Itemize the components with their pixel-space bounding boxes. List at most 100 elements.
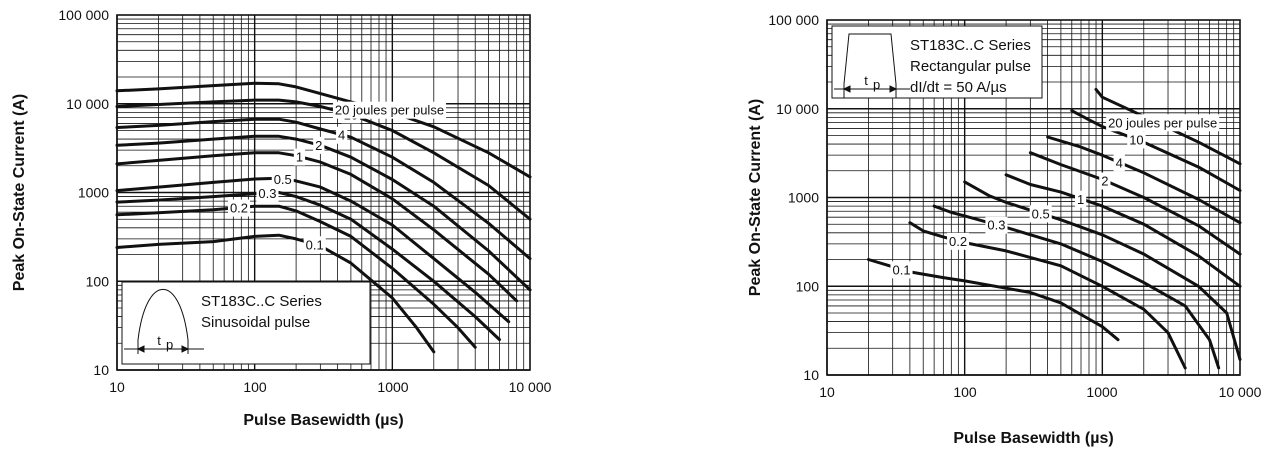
- x-tick-label: 10: [819, 384, 835, 400]
- series-line-4: [963, 180, 1242, 361]
- arrowhead-left-icon: [842, 85, 851, 93]
- series-line-8: [1070, 109, 1242, 192]
- series-line-6: [1028, 151, 1242, 256]
- y-tick-label: 1000: [788, 190, 819, 206]
- pulse-diagram-icon: [124, 288, 204, 354]
- x-axis-title: Pulse Basewidth (µs): [953, 430, 1113, 447]
- pulse-width-label: t: [864, 73, 868, 88]
- y-axis-title: Peak On-State Current (A): [747, 99, 764, 296]
- y-tick-label: 100: [86, 273, 110, 289]
- series-label-bg: [1074, 190, 1087, 208]
- series-line-3: [932, 204, 1221, 370]
- y-tick-label: 10 000: [776, 101, 819, 117]
- series-label-7: 4: [1116, 155, 1123, 170]
- pulse-width-subscript: p: [166, 337, 173, 352]
- series-label-5: 1: [1077, 192, 1084, 207]
- series-line-2: [115, 204, 477, 349]
- series-label-4: 0.5: [274, 172, 292, 187]
- series-label-2: 0.2: [230, 201, 248, 216]
- info-box-line-1: ST183C..C Series: [910, 37, 1031, 54]
- series-label-bg: [332, 101, 447, 119]
- series-line-3: [115, 191, 501, 342]
- y-tick-label: 10: [93, 362, 109, 378]
- chart-1: 0.1 0.2 0.30.5 12 4 10 20 joules per pulse 10 10…: [11, 7, 552, 429]
- pulse-shape: [137, 288, 189, 341]
- series-label-3: 0.3: [258, 186, 276, 201]
- info-box-frame: [121, 281, 371, 365]
- series-line-5: [1004, 173, 1242, 288]
- series-label-8: 10: [1129, 132, 1143, 147]
- series-label-6: 2: [315, 138, 322, 153]
- series-line-4: [115, 176, 511, 324]
- series-label-bg: [293, 148, 306, 166]
- arrowhead-right-icon: [889, 85, 898, 93]
- series-line-1: [866, 258, 1120, 342]
- y-tick-label: 1000: [78, 185, 109, 201]
- series-label-bg: [985, 216, 1008, 234]
- series-label-5: 1: [296, 150, 303, 165]
- series-line-8: [115, 98, 532, 221]
- series-label-bg: [1106, 114, 1220, 132]
- series-line-2: [908, 221, 1187, 370]
- series-label-bg: [336, 126, 348, 144]
- info-box-line-2: Rectangular pulse: [910, 58, 1031, 75]
- series-label-bg: [890, 261, 913, 279]
- series-label-1: 0.1: [892, 262, 910, 277]
- x-tick-label: 10 000: [1219, 384, 1262, 400]
- plot-frame: [826, 19, 1241, 376]
- series-label-bg: [1127, 131, 1146, 149]
- series-label-9: 20 joules per pulse: [335, 103, 444, 118]
- series-label-4: 0.5: [1032, 206, 1050, 221]
- y-tick-label: 100: [796, 278, 820, 294]
- series-label-bg: [303, 236, 326, 254]
- x-axis-title: Pulse Basewidth (µs): [243, 412, 403, 429]
- arrowhead-right-icon: [181, 345, 190, 353]
- info-box-line-3: dI/dt = 50 A/µs: [910, 79, 1007, 96]
- series-line-1: [115, 233, 436, 354]
- series-line-6: [115, 134, 532, 292]
- series-label-bg: [227, 199, 251, 217]
- series-label-6: 2: [1101, 174, 1108, 189]
- series-line-5: [115, 151, 519, 303]
- pulse-diagram-icon: [834, 33, 910, 98]
- series-line-7: [115, 117, 532, 261]
- y-tick-label: 100 000: [58, 7, 109, 23]
- series-label-bg: [947, 232, 970, 250]
- series-label-1: 0.1: [306, 237, 324, 252]
- series-group: [115, 81, 532, 354]
- series-label-7: 4: [338, 128, 345, 143]
- y-tick-label: 100 000: [768, 12, 819, 28]
- series-label-2: 0.2: [949, 234, 967, 249]
- series-label-bg: [271, 170, 294, 188]
- arrowhead-left-icon: [136, 345, 145, 353]
- pulse-width-subscript: p: [873, 77, 880, 92]
- x-tick-label: 100: [243, 379, 267, 395]
- info-box: t p ST183C..C Series Rectangular pulse dI/dt…: [831, 25, 1043, 99]
- series-group: [866, 87, 1242, 370]
- series-label-bg: [1113, 154, 1125, 172]
- series-label-bg: [313, 136, 325, 154]
- series-line-9: [115, 81, 532, 179]
- y-tick-label: 10: [803, 367, 819, 383]
- x-tick-label: 10: [109, 379, 125, 395]
- series-label-9: 20 joules per pulse: [1108, 115, 1217, 130]
- pulse-width-label: t: [157, 333, 161, 348]
- info-box-frame: [831, 25, 1043, 99]
- series-label-bg: [256, 185, 279, 203]
- y-axis-title: Peak On-State Current (A): [11, 94, 28, 291]
- x-tick-label: 1000: [1086, 384, 1117, 400]
- info-box-line-1: ST183C..C Series: [201, 293, 322, 310]
- x-tick-label: 100: [953, 384, 977, 400]
- info-box: t p ST183C..C Series Sinusoidal pulse: [121, 281, 371, 365]
- series-label-bg: [1099, 172, 1111, 190]
- plot-frame: [116, 14, 531, 371]
- series-label-3: 0.3: [987, 218, 1005, 233]
- pulse-shape: [843, 33, 897, 85]
- y-tick-label: 10 000: [66, 96, 109, 112]
- series-label-bg: [1029, 205, 1052, 223]
- info-box-line-2: Sinusoidal pulse: [201, 314, 310, 331]
- x-tick-label: 1000: [377, 379, 408, 395]
- x-tick-label: 10 000: [509, 379, 552, 395]
